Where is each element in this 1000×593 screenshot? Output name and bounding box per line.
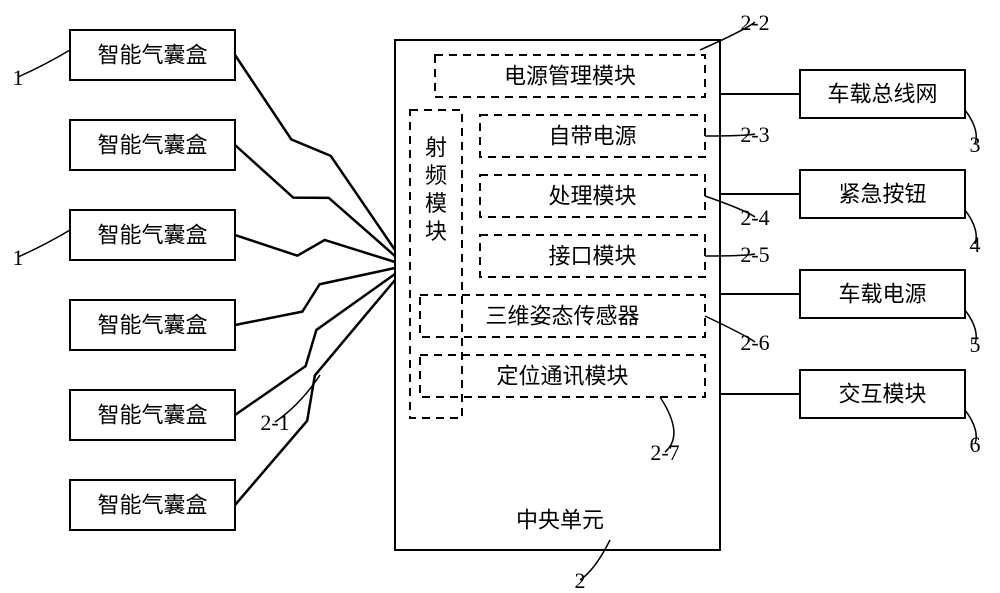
airbag-box-3-label: 智能气囊盒 <box>97 313 207 338</box>
inner-if-label: 接口模块 <box>548 244 636 269</box>
central-unit-title: 中央单元 <box>516 508 604 533</box>
rf-module-label-2: 模 <box>425 191 447 216</box>
inner-loc-label: 定位通讯模块 <box>496 364 628 389</box>
rf-link <box>235 235 395 262</box>
callout-0-leader <box>18 50 70 77</box>
central-unit <box>395 40 720 550</box>
callout-13-label: 6 <box>970 432 981 457</box>
rf-module-label-0: 射 <box>425 135 447 160</box>
airbag-box-0-label: 智能气囊盒 <box>97 43 207 68</box>
callout-9-label: 2 <box>575 568 586 593</box>
airbag-box-5-label: 智能气囊盒 <box>97 493 207 518</box>
right-ebtn-label: 紧急按钮 <box>838 182 926 207</box>
airbag-box-4-label: 智能气囊盒 <box>97 403 207 428</box>
right-bus-label: 车载总线网 <box>827 82 937 107</box>
airbag-box-1-label: 智能气囊盒 <box>97 133 207 158</box>
callout-3-label: 2-2 <box>740 10 769 35</box>
inner-proc-label: 处理模块 <box>548 184 636 209</box>
inner-pm-label: 电源管理模块 <box>504 64 636 89</box>
rf-link <box>235 274 395 415</box>
rf-module-label-3: 块 <box>425 219 447 244</box>
callout-8-label: 2-7 <box>650 440 679 465</box>
callout-4-label: 2-3 <box>740 122 769 147</box>
right-inter-label: 交互模块 <box>838 382 926 407</box>
callout-5-label: 2-4 <box>740 205 769 230</box>
callout-1-leader <box>18 230 70 257</box>
callout-12-label: 5 <box>970 332 981 357</box>
rf-link <box>235 145 395 256</box>
rf-link <box>235 280 395 505</box>
rf-link <box>235 268 395 325</box>
callout-1-label: 1 <box>13 245 24 270</box>
rf-module-label-1: 频 <box>425 163 447 188</box>
callout-7-label: 2-6 <box>740 330 769 355</box>
rf-link <box>235 55 395 250</box>
callout-2-label: 2-1 <box>260 410 289 435</box>
callout-0-label: 1 <box>13 65 24 90</box>
callout-11-label: 4 <box>970 232 981 257</box>
inner-bat-label: 自带电源 <box>548 124 636 149</box>
callout-10-label: 3 <box>970 132 981 157</box>
diagram-root: 智能气囊盒智能气囊盒智能气囊盒智能气囊盒智能气囊盒智能气囊盒中央单元射频模块电源… <box>0 0 1000 593</box>
inner-imu-label: 三维姿态传感器 <box>485 304 639 329</box>
airbag-box-2-label: 智能气囊盒 <box>97 223 207 248</box>
callout-6-label: 2-5 <box>740 242 769 267</box>
right-vpwr-label: 车载电源 <box>838 282 926 307</box>
